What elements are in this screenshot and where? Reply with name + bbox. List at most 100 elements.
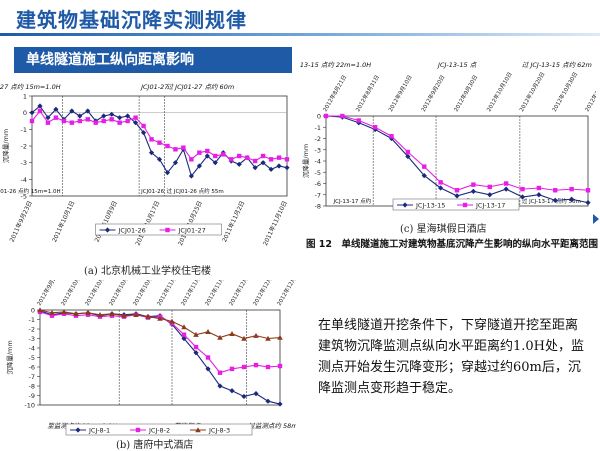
slide-title: 建筑物基础沉降实测规律 — [16, 8, 247, 32]
data-point — [520, 186, 525, 192]
data-point — [260, 153, 266, 159]
y-axis-label: 沉降量/mm — [5, 340, 14, 374]
data-point — [405, 153, 411, 160]
caption-b: (b) 唐府中式酒店 — [116, 440, 194, 451]
annotation-bottom: 过 JCJ-13-17 点约 56m — [522, 197, 581, 205]
data-point — [503, 181, 509, 186]
data-point — [181, 145, 186, 150]
data-point — [189, 157, 194, 162]
data-point — [569, 186, 574, 192]
data-point — [241, 393, 247, 400]
data-point — [109, 311, 115, 316]
data-point — [323, 113, 329, 119]
next-arrow-icon — [593, 214, 599, 224]
data-point — [487, 184, 492, 190]
y-tick-label: -2 — [29, 326, 35, 334]
data-point — [265, 364, 271, 370]
data-point — [277, 334, 283, 340]
y-tick-label: -1 — [21, 126, 27, 134]
data-point — [169, 318, 175, 324]
caption-a: (a) 北京机械工业学校住宅楼 — [84, 266, 211, 277]
summary-paragraph: 在单线隧道开挖条件下，下穿隧道开挖至距离建筑物沉降监测点纵向水平距离约1.0H处… — [318, 318, 585, 396]
y-axis-label: 沉降量/mm — [301, 144, 310, 178]
data-point — [97, 311, 103, 317]
legend-marker — [402, 202, 408, 208]
y-tick-label: -9 — [29, 392, 35, 400]
data-point — [471, 182, 476, 187]
data-point — [422, 164, 427, 169]
data-point — [585, 200, 591, 206]
data-point — [221, 152, 226, 157]
legend-label: JCJ-8-2 — [148, 427, 170, 435]
data-point — [268, 166, 274, 172]
legend-label: JCJ-13-17 — [475, 202, 505, 210]
series-line-JCJ-13-17 — [326, 115, 589, 191]
legend-box — [95, 223, 222, 236]
data-point — [196, 163, 202, 169]
data-point — [85, 117, 90, 122]
data-point — [217, 383, 223, 389]
data-point — [157, 315, 163, 321]
annotation-top: 至 JCJ-13-15 点约 22m=1.0H — [300, 61, 371, 69]
data-point — [276, 163, 282, 169]
legend-marker — [135, 427, 141, 433]
data-point — [229, 366, 235, 372]
x-tick-label: 2012年10月11日 — [83, 280, 112, 307]
data-point — [276, 155, 282, 160]
data-point — [77, 113, 83, 119]
y-tick-label: -3 — [315, 146, 321, 154]
data-point — [389, 134, 394, 139]
data-point — [253, 391, 259, 397]
annotation-top: 过 JCJ-13-15 点约 62m — [522, 61, 592, 69]
data-point — [252, 165, 258, 171]
data-point — [156, 156, 163, 162]
y-tick-label: -8 — [315, 203, 321, 211]
data-point — [217, 334, 223, 340]
y-tick-label: -7 — [29, 373, 35, 381]
data-point — [85, 108, 91, 114]
series-line-JCJ-8-1 — [39, 310, 281, 405]
x-tick-label: 2012年9月21日 — [35, 280, 62, 307]
data-point — [133, 115, 138, 120]
annotation-top: JCJ-13-15 点 — [436, 61, 478, 69]
data-point — [117, 120, 122, 125]
legend-label: JCJ01-26 — [118, 227, 146, 235]
y-tick-label: -3 — [29, 335, 35, 343]
data-point — [438, 180, 443, 185]
data-point — [236, 161, 242, 167]
x-tick-label: 2011年10月17日 — [134, 199, 162, 246]
x-tick-label: 2012年10月20日 — [517, 70, 546, 113]
data-point — [140, 130, 147, 136]
x-tick-label: 2011年10月1日 — [50, 199, 76, 243]
x-tick-label: 2011年11月2日 — [220, 199, 246, 243]
x-tick-label: 2012年8月31日 — [354, 73, 381, 113]
data-point — [205, 148, 210, 154]
x-tick-label: 2012年9月20日 — [419, 73, 446, 113]
data-point — [165, 143, 170, 149]
x-tick-label: 2012年11月9日 — [583, 73, 596, 113]
x-tick-label: 2012年9月30日 — [452, 73, 479, 113]
x-tick-label: 2012年10月21日 — [107, 280, 136, 307]
annotation-bottom: JCJ-13-17 点约 — [333, 197, 372, 205]
data-point — [109, 111, 115, 117]
data-point — [405, 149, 411, 155]
legend-marker — [104, 227, 111, 233]
x-tick-label: 2012年8月21日 — [321, 73, 348, 113]
data-point — [93, 120, 98, 125]
data-point — [164, 170, 171, 176]
data-point — [253, 332, 259, 338]
data-point — [241, 335, 247, 341]
data-point — [49, 313, 55, 318]
x-tick-label: 2011年9月23日 — [8, 199, 34, 243]
x-tick-label: 2012年10月31日 — [131, 280, 160, 307]
annotation-top: 过 JCJ01-27 点约 60m — [167, 83, 235, 91]
data-point — [181, 332, 187, 337]
data-point — [37, 307, 43, 313]
legend-marker — [462, 202, 468, 208]
data-point — [268, 157, 274, 162]
legend-marker — [195, 427, 201, 433]
y-tick-label: -5 — [21, 193, 27, 201]
data-point — [217, 370, 223, 375]
annotation-bottom: JCJ01-26 — [140, 189, 165, 195]
data-point — [133, 311, 139, 317]
